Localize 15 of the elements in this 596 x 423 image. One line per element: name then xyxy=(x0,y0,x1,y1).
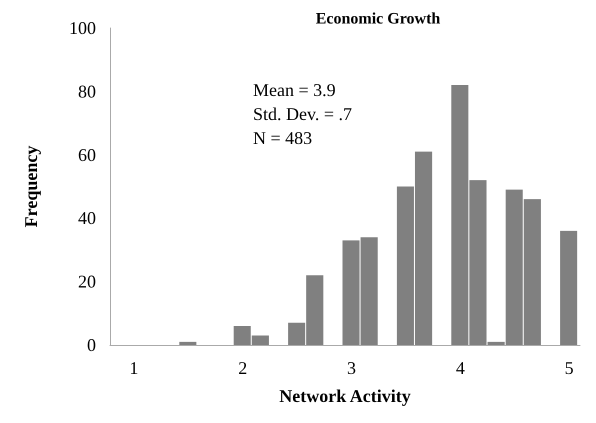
chart-title: Economic Growth xyxy=(316,10,440,28)
x-tick-label: 2 xyxy=(238,358,248,378)
annotation: Mean = 3.9 Std. Dev. = .7 N = 483 xyxy=(253,80,352,148)
y-tick-label: 40 xyxy=(78,208,96,228)
x-tick-label: 3 xyxy=(347,358,356,378)
x-tick-label: 1 xyxy=(129,358,138,378)
x-tick-label: 5 xyxy=(564,358,574,378)
y-tick-label: 60 xyxy=(78,144,96,165)
y-tick-label: 100 xyxy=(69,18,96,38)
x-tick-label: 4 xyxy=(456,358,465,378)
y-axis-title: Frequency xyxy=(21,146,41,228)
y-tick-label: 0 xyxy=(87,335,96,355)
y-tick-label: 20 xyxy=(78,272,96,292)
y-tick-label: 80 xyxy=(78,81,96,102)
x-axis-title: Network Activity xyxy=(279,386,411,406)
